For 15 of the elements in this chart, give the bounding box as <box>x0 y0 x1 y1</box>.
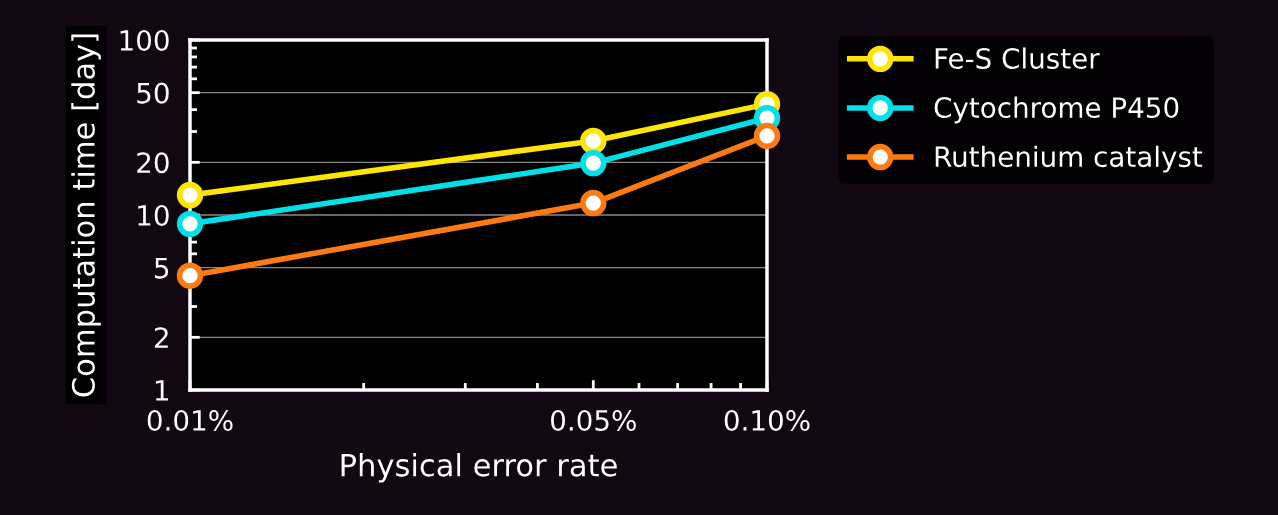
x-tick-label: 0.05% <box>551 409 636 431</box>
legend-label: Fe-S Cluster <box>935 47 1100 69</box>
y-tick-label: 100 <box>120 29 169 51</box>
y-tick-label: 2 <box>154 327 168 348</box>
y-tick-label: 20 <box>137 152 169 174</box>
y-tick-label: 50 <box>137 82 169 104</box>
x-tick-label: 0.01% <box>147 409 233 431</box>
y-tick-label: 10 <box>138 204 169 226</box>
y-tick-label: 1 <box>155 380 168 401</box>
y-tick-label: 5 <box>155 257 169 279</box>
legend-label: Cytochrome P450 <box>934 96 1179 124</box>
y-axis-title: Computation time [day] <box>71 34 101 397</box>
x-axis-title: Physical error rate <box>341 452 617 483</box>
x-tick-label: 0.10% <box>724 409 810 431</box>
legend-label: Ruthenium catalyst <box>935 145 1203 173</box>
